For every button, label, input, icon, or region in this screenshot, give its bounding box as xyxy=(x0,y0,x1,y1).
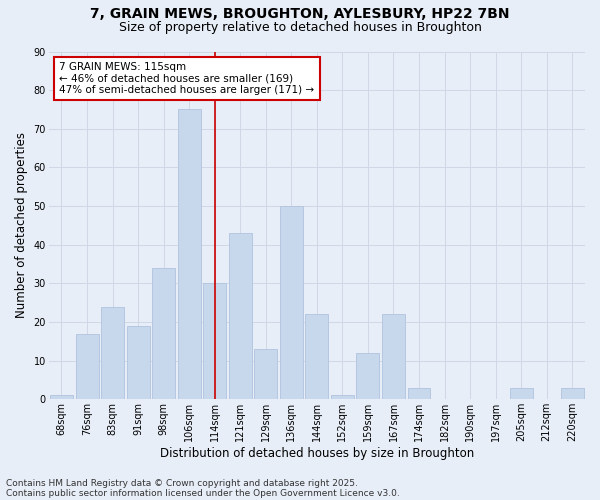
Bar xyxy=(101,306,124,400)
Bar xyxy=(305,314,328,400)
Y-axis label: Number of detached properties: Number of detached properties xyxy=(15,132,28,318)
Bar xyxy=(356,353,379,400)
Bar xyxy=(509,388,533,400)
Bar xyxy=(331,396,354,400)
Bar xyxy=(76,334,98,400)
Bar xyxy=(50,396,73,400)
X-axis label: Distribution of detached houses by size in Broughton: Distribution of detached houses by size … xyxy=(160,447,474,460)
Bar xyxy=(203,284,226,400)
Bar xyxy=(561,388,584,400)
Text: 7 GRAIN MEWS: 115sqm
← 46% of detached houses are smaller (169)
47% of semi-deta: 7 GRAIN MEWS: 115sqm ← 46% of detached h… xyxy=(59,62,314,95)
Text: Contains HM Land Registry data © Crown copyright and database right 2025.
Contai: Contains HM Land Registry data © Crown c… xyxy=(6,478,400,498)
Bar xyxy=(127,326,149,400)
Text: 7, GRAIN MEWS, BROUGHTON, AYLESBURY, HP22 7BN: 7, GRAIN MEWS, BROUGHTON, AYLESBURY, HP2… xyxy=(90,8,510,22)
Bar xyxy=(407,388,430,400)
Bar xyxy=(280,206,303,400)
Bar xyxy=(229,233,252,400)
Bar xyxy=(178,110,200,400)
Bar xyxy=(152,268,175,400)
Bar xyxy=(382,314,405,400)
Bar xyxy=(254,349,277,400)
Text: Size of property relative to detached houses in Broughton: Size of property relative to detached ho… xyxy=(119,21,481,34)
